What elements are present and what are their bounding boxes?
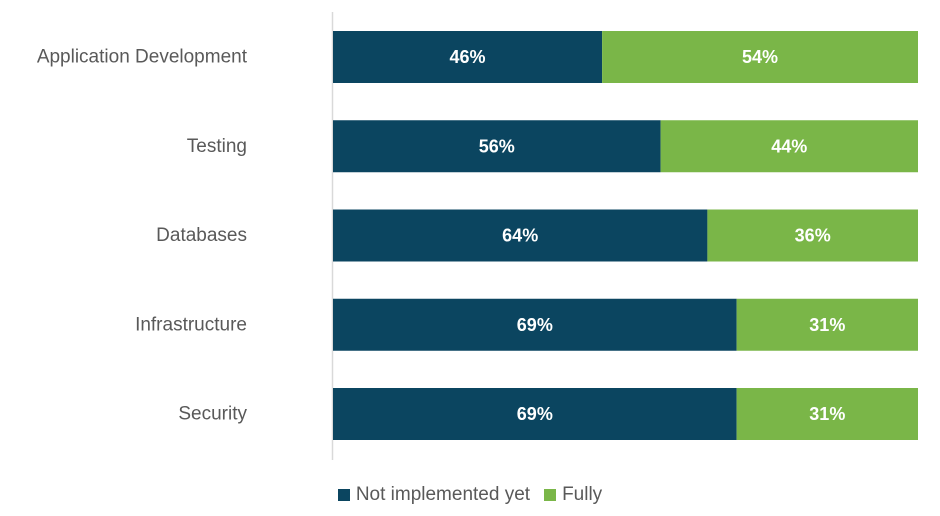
category-label-databases: Databases	[156, 225, 247, 246]
data-label-security-fully: 31%	[809, 404, 845, 424]
category-labels-group: Application Development Testing Databases I…	[37, 47, 248, 425]
bar-testing-fully	[660, 120, 918, 173]
legend: Not implemented yet Fully	[0, 484, 940, 506]
category-label-application-development: Application Development	[37, 47, 248, 68]
bar-databases-not-implemented-yet	[333, 209, 708, 262]
legend-swatch-fully	[544, 489, 557, 501]
bar-application-development-not-implemented-yet	[333, 31, 603, 83]
bar-application-development-fully	[602, 31, 918, 83]
data-label-testing-not-implemented-yet: 56%	[479, 136, 515, 156]
bar-security-not-implemented-yet	[333, 388, 737, 440]
bars-group: 46% 54% 56% 44% 64% 36% 69% 31% 69% 31%	[333, 31, 918, 440]
data-label-testing-fully: 44%	[771, 136, 807, 156]
bar-databases-fully	[707, 209, 918, 262]
data-label-infrastructure-not-implemented-yet: 69%	[517, 315, 553, 335]
data-label-databases-fully: 36%	[795, 226, 831, 246]
legend-label-not-implemented: Not implemented yet	[355, 484, 531, 505]
legend-label-fully: Fully	[562, 484, 603, 505]
legend-swatch-not-implemented	[337, 489, 350, 501]
data-label-databases-not-implemented-yet: 64%	[502, 226, 538, 246]
data-label-application-development-not-implemented-yet: 46%	[450, 47, 486, 67]
data-label-infrastructure-fully: 31%	[809, 315, 845, 335]
data-label-application-development-fully: 54%	[742, 47, 778, 67]
bar-security-fully	[736, 388, 918, 440]
legend-item-fully: Fully	[544, 484, 602, 506]
bar-testing-not-implemented-yet	[333, 120, 661, 173]
category-label-testing: Testing	[187, 136, 247, 157]
category-label-infrastructure: Infrastructure	[135, 314, 247, 335]
bar-infrastructure-not-implemented-yet	[333, 298, 737, 351]
legend-item-not-implemented: Not implemented yet	[337, 484, 531, 506]
bar-infrastructure-fully	[736, 298, 918, 351]
category-label-security: Security	[178, 404, 247, 425]
data-label-security-not-implemented-yet: 69%	[517, 404, 553, 424]
